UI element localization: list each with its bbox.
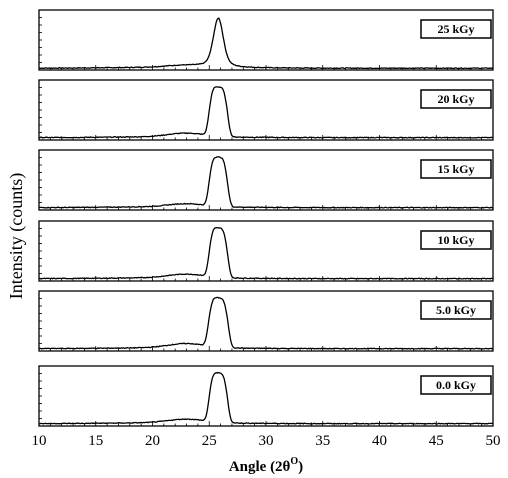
- x-axis-label-sup: O: [290, 456, 298, 467]
- panel-frame: [38, 365, 494, 427]
- panel-2: 20 kGy: [38, 79, 494, 141]
- panel-3: 15 kGy: [38, 149, 494, 211]
- panel-4: 10 kGy: [38, 220, 494, 282]
- legend-box: 5.0 kGy: [420, 300, 492, 320]
- panel-frame: [38, 290, 494, 352]
- panel-1: 25 kGy: [38, 9, 494, 71]
- legend-frame: [420, 89, 492, 109]
- x-tick-label: 45: [429, 433, 444, 449]
- x-axis-label-main: Angle (2θ: [229, 459, 291, 475]
- legend-label: 15 kGy: [437, 162, 474, 176]
- series-line: [38, 226, 494, 280]
- x-tick-label: 15: [88, 433, 103, 449]
- y-axis-label: Intensity (counts): [6, 173, 27, 299]
- legend-label: 5.0 kGy: [436, 303, 476, 317]
- legend-box: 10 kGy: [420, 230, 492, 250]
- panel-frame: [38, 220, 494, 282]
- legend-box: 15 kGy: [420, 159, 492, 179]
- series-line: [39, 86, 494, 139]
- panel-frame: [38, 79, 494, 141]
- x-tick-label: 25: [202, 433, 217, 449]
- x-tick-label: 40: [372, 433, 387, 449]
- panels-group: 25 kGy 20 kGy 15 kGy 10 kGy 5.0 kGy 0.0 kGy: [38, 9, 494, 427]
- x-axis-label: Angle (2θO): [229, 456, 303, 475]
- legend-label: 10 kGy: [437, 233, 474, 247]
- legend-box: 25 kGy: [420, 19, 492, 39]
- x-tick-label: 20: [145, 433, 160, 449]
- legend-frame: [420, 230, 492, 250]
- x-tick-label: 35: [315, 433, 330, 449]
- legend-label: 20 kGy: [437, 92, 474, 106]
- legend-frame: [420, 375, 492, 395]
- panel-frame: [38, 9, 494, 71]
- panel-6: 0.0 kGy: [38, 365, 494, 427]
- series-line: [39, 17, 493, 70]
- legend-box: 0.0 kGy: [420, 375, 492, 395]
- x-tick-label: 30: [259, 433, 274, 449]
- x-tick-label: 10: [32, 433, 47, 449]
- legend-frame: [420, 300, 492, 320]
- x-axis-label-close: ): [298, 459, 303, 475]
- legend-frame: [420, 159, 492, 179]
- panel-frame: [38, 149, 494, 211]
- series-line: [38, 296, 494, 350]
- series-line: [38, 156, 494, 209]
- legend-box: 20 kGy: [420, 89, 492, 109]
- series-line: [38, 371, 494, 425]
- panel-5: 5.0 kGy: [38, 290, 494, 352]
- x-tick-label: 50: [486, 433, 501, 449]
- legend-label: 25 kGy: [437, 22, 474, 36]
- legend-label: 0.0 kGy: [436, 378, 476, 392]
- legend-frame: [420, 19, 492, 39]
- x-axis: 10 15 20 25 30 35 40 45 50: [32, 433, 501, 449]
